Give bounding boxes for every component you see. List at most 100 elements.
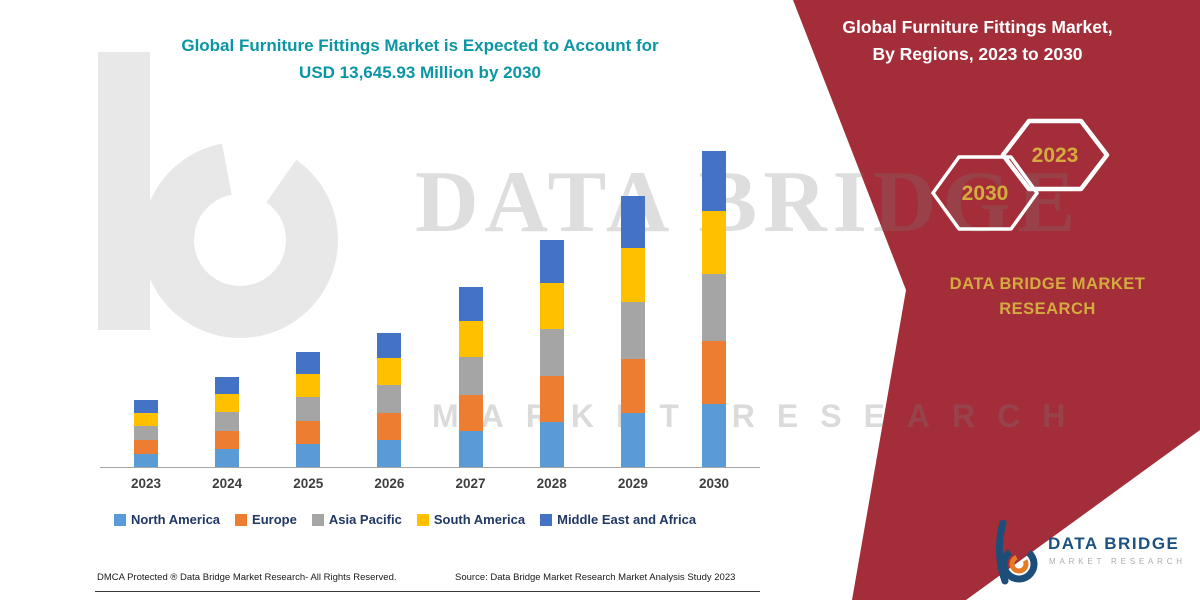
- bar-column-2026: [361, 140, 417, 467]
- bar-column-2024: [199, 140, 255, 467]
- segment-asia-pacific: [134, 426, 158, 441]
- x-axis-label: 2030: [698, 476, 729, 491]
- stacked-bar: [458, 286, 483, 467]
- segment-north-america: [296, 444, 321, 467]
- stacked-bar: [296, 352, 321, 467]
- segment-europe: [701, 340, 726, 404]
- legend-swatch: [235, 513, 248, 526]
- segment-south-america: [458, 320, 483, 357]
- hexagon-2030-outline: [931, 155, 1039, 231]
- segment-north-america: [134, 453, 158, 467]
- legend-item: Asia Pacific: [311, 512, 402, 527]
- bar-column-2029: [605, 140, 661, 467]
- x-axis-label: 2026: [374, 476, 405, 491]
- stacked-bar: [701, 150, 726, 467]
- legend-swatch: [311, 513, 324, 526]
- segment-middle-east-and-africa: [701, 150, 726, 212]
- logo-subtitle: MARKET RESEARCH: [1049, 557, 1186, 566]
- source-text: Source: Data Bridge Market Research Mark…: [455, 572, 736, 583]
- segment-north-america: [539, 421, 564, 467]
- chart-title-line2: USD 13,645.93 Million by 2030: [299, 63, 541, 83]
- x-axis-label: 2025: [293, 476, 324, 491]
- right-panel-title: Global Furniture Fittings Market, By Reg…: [842, 17, 1113, 65]
- segment-europe: [296, 421, 321, 445]
- segment-europe: [620, 358, 645, 413]
- watermark-text-primary: DATA BRIDGE: [415, 154, 1082, 251]
- segment-north-america: [458, 430, 483, 467]
- watermark-text-secondary: MARKET RESEARCH: [432, 398, 1088, 434]
- x-axis-label: 2028: [536, 476, 567, 491]
- hexagon-2030-label: 2030: [962, 182, 1009, 205]
- hexagon-badges: 2030 2023: [925, 115, 1120, 250]
- x-axis-label: 2029: [617, 476, 648, 491]
- x-axis-labels: 2023 2024 2025 2026 2027 2028 2029 2030: [100, 476, 760, 491]
- segment-south-america: [701, 211, 726, 275]
- legend-item: Middle East and Africa: [540, 512, 696, 527]
- segment-middle-east-and-africa: [458, 286, 483, 321]
- legend-label: Europe: [252, 512, 297, 527]
- segment-south-america: [377, 358, 402, 386]
- hexagon-2023-label: 2023: [1032, 144, 1079, 167]
- legend-swatch: [113, 513, 126, 526]
- legend-item: North America: [113, 512, 221, 527]
- chart-title-line1: Global Furniture Fittings Market is Expe…: [181, 36, 659, 55]
- x-axis-label: 2027: [455, 476, 486, 491]
- segment-middle-east-and-africa: [377, 332, 402, 359]
- stacked-bar: [620, 196, 645, 467]
- bar-column-2030: [686, 140, 742, 467]
- segment-middle-east-and-africa: [134, 399, 158, 413]
- legend-item: South America: [416, 512, 526, 527]
- brand-text: DATA BRIDGE MARKET RESEARCH: [949, 275, 1146, 318]
- segment-asia-pacific: [539, 328, 564, 377]
- segment-europe: [215, 430, 240, 449]
- segment-middle-east-and-africa: [296, 352, 321, 375]
- segment-north-america: [377, 440, 402, 467]
- segment-europe: [377, 413, 402, 441]
- bar-column-2025: [280, 140, 336, 467]
- segment-middle-east-and-africa: [620, 196, 645, 248]
- segment-south-america: [215, 393, 240, 412]
- segment-south-america: [539, 283, 564, 329]
- segment-south-america: [134, 412, 158, 427]
- stacked-bar: [215, 376, 240, 467]
- watermark-logo-icon: [98, 52, 338, 338]
- segment-europe: [539, 376, 564, 422]
- segment-asia-pacific: [215, 411, 240, 431]
- legend-label: South America: [433, 512, 526, 527]
- data-bridge-logo: DATA BRIDGE MARKET RESEARCH: [988, 520, 1198, 590]
- logo-wordmark: DATA BRIDGE: [1048, 534, 1180, 553]
- segment-middle-east-and-africa: [215, 376, 240, 394]
- segment-north-america: [620, 412, 645, 467]
- stacked-bar: [539, 240, 564, 467]
- segment-asia-pacific: [377, 385, 402, 414]
- legend-swatch: [416, 513, 429, 526]
- data-bridge-logo-icon: [996, 520, 1038, 585]
- x-axis-label: 2024: [212, 476, 243, 491]
- stacked-bar: [377, 332, 402, 467]
- bar-column-2027: [443, 140, 499, 467]
- footer-rule: [95, 591, 760, 592]
- legend-label: Asia Pacific: [328, 512, 402, 527]
- segment-asia-pacific: [701, 274, 726, 341]
- segment-south-america: [296, 374, 321, 398]
- bar-column-2023: [118, 140, 174, 467]
- chart-title: Global Furniture Fittings Market is Expe…: [130, 32, 710, 86]
- chart-legend: North America Europe Asia Pacific South Ame…: [50, 512, 760, 527]
- stacked-bar: [134, 399, 158, 467]
- dmca-text: DMCA Protected ® Data Bridge Market Rese…: [97, 572, 397, 583]
- segment-north-america: [215, 448, 240, 467]
- segment-middle-east-and-africa: [539, 240, 564, 284]
- legend-label: Middle East and Africa: [557, 512, 697, 527]
- legend-label: North America: [130, 512, 221, 527]
- segment-asia-pacific: [296, 397, 321, 422]
- segment-asia-pacific: [458, 356, 483, 395]
- segment-north-america: [701, 403, 726, 467]
- legend-item: Europe: [235, 512, 297, 527]
- bar-plot-area: [100, 140, 760, 468]
- x-axis-label: 2023: [130, 476, 162, 491]
- segment-europe: [134, 440, 158, 454]
- bar-column-2028: [524, 140, 580, 467]
- segment-europe: [458, 394, 483, 431]
- legend-swatch: [540, 513, 553, 526]
